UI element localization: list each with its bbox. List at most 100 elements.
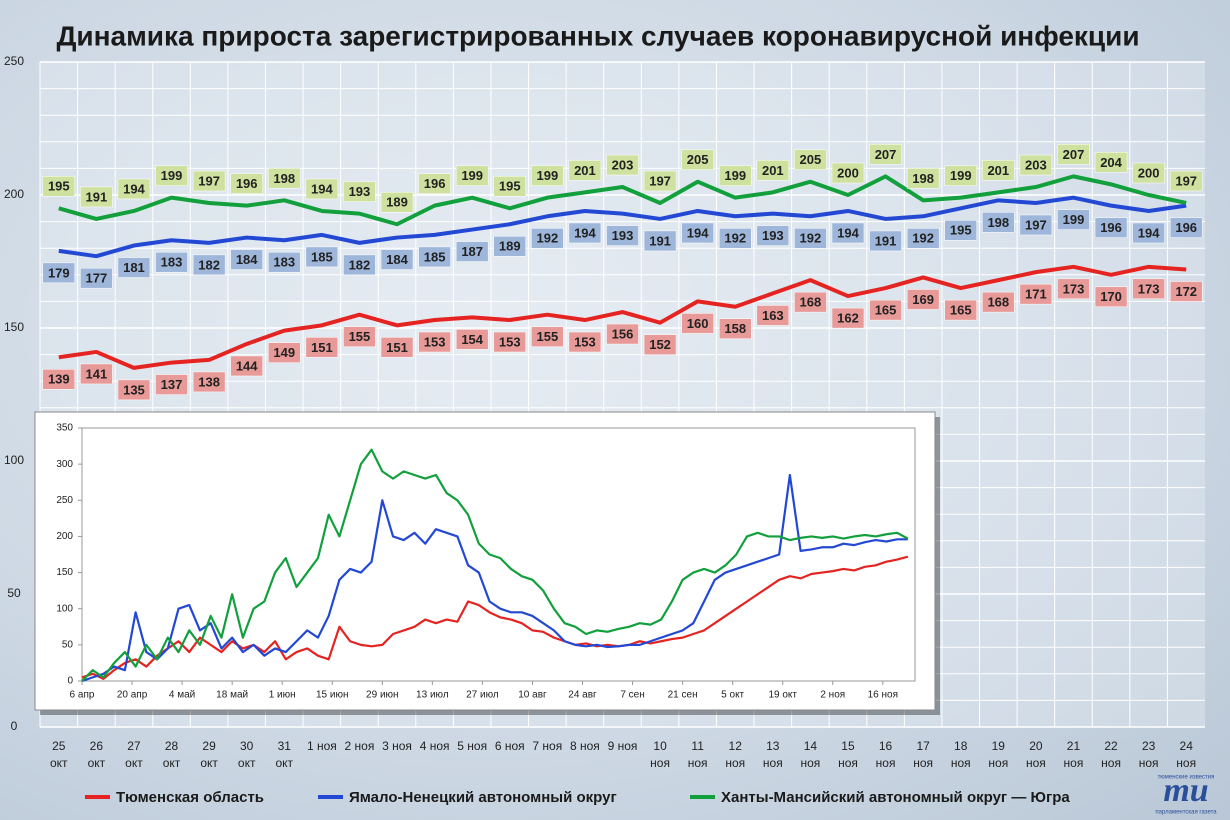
value-label: 203 (1025, 157, 1047, 172)
value-label: 194 (123, 181, 145, 196)
x-tick-label: 17 ноя (913, 739, 934, 770)
value-label: 196 (236, 176, 258, 191)
value-label-box (568, 331, 602, 353)
value-label: 194 (687, 225, 709, 240)
value-label: 171 (1025, 287, 1047, 302)
value-label-box (869, 144, 902, 165)
legend-label: Ямало-Ненецкий автономный округ (349, 789, 617, 806)
value-label-box (681, 149, 714, 170)
x-tick-label: 5 ноя (457, 739, 488, 753)
value-label-box (380, 249, 414, 270)
value-label-box (1057, 209, 1090, 230)
value-label-box (944, 299, 977, 321)
value-label: 200 (1138, 165, 1160, 180)
value-label: 163 (762, 308, 784, 323)
x-tick-label: 24 ноя (1176, 739, 1197, 770)
value-label: 194 (1138, 225, 1160, 240)
value-label-box (80, 186, 113, 208)
value-label-box (230, 173, 263, 194)
value-label: 154 (461, 332, 483, 347)
value-label-box (531, 228, 564, 249)
value-label-box (42, 176, 76, 197)
value-label: 200 (837, 165, 859, 180)
inset-x-tick-label: 20 апр (117, 690, 148, 701)
value-label-box (1094, 286, 1128, 308)
value-label: 199 (950, 168, 972, 183)
x-tick-label: 31 окт (275, 739, 294, 770)
inset-y-tick-label: 100 (56, 603, 73, 614)
value-label: 151 (386, 340, 408, 355)
value-label: 152 (649, 337, 671, 352)
value-label-box (305, 178, 339, 200)
value-label-box (906, 228, 940, 249)
value-label: 182 (198, 257, 220, 272)
x-tick-label: 2 ноя (344, 739, 375, 753)
value-label-box (568, 160, 602, 181)
value-label-box (230, 355, 263, 377)
inset-x-tick-label: 21 сен (668, 690, 698, 701)
value-label-box (343, 326, 376, 347)
value-label: 203 (612, 157, 634, 172)
value-label: 207 (1063, 147, 1085, 162)
inset-x-tick-label: 13 июл (416, 690, 449, 701)
value-label-box (794, 149, 827, 170)
value-label: 183 (273, 255, 295, 270)
value-label-box (643, 170, 677, 192)
x-tick-label: 23 ноя (1138, 739, 1159, 770)
value-label: 183 (161, 255, 183, 270)
value-label-box (80, 267, 113, 289)
value-label: 168 (987, 295, 1009, 310)
value-label: 153 (424, 334, 446, 349)
value-label-box (380, 337, 414, 358)
value-label-box (794, 291, 827, 313)
value-label: 173 (1138, 281, 1160, 296)
value-label: 168 (800, 295, 822, 310)
x-tick-label: 19 ноя (988, 739, 1009, 770)
x-tick-label: 27 окт (125, 739, 143, 770)
value-label: 187 (461, 244, 483, 259)
inset-y-tick-label: 200 (56, 531, 73, 542)
value-label: 185 (311, 249, 333, 264)
value-label: 194 (574, 225, 596, 240)
value-label-box (418, 331, 451, 353)
value-label: 197 (1175, 173, 1197, 188)
value-label: 169 (912, 292, 934, 307)
value-label-box (268, 168, 301, 189)
value-label-box (305, 246, 339, 268)
value-label: 151 (311, 340, 333, 355)
inset-y-tick-label: 150 (56, 567, 73, 578)
value-label-box (718, 318, 752, 339)
value-label: 177 (86, 271, 108, 286)
legend-label: Ханты-Мансийский автономный округ — Югра (721, 789, 1070, 806)
series-line (81, 448, 909, 682)
value-label-box (418, 246, 451, 268)
value-label-box (531, 165, 564, 186)
value-label-box (1019, 214, 1053, 236)
value-label-box (606, 225, 639, 246)
value-label-box (343, 181, 376, 202)
value-label-box (1169, 217, 1203, 238)
value-label-box (1169, 281, 1203, 302)
y-tick-label: 100 (4, 453, 24, 467)
inset-x-tick-label: 19 окт (768, 690, 797, 701)
value-label: 181 (123, 260, 145, 275)
value-label: 184 (386, 252, 408, 267)
x-tick-label: 8 ноя (570, 739, 600, 753)
value-label-box (756, 305, 790, 326)
value-label: 153 (574, 334, 596, 349)
value-label-box (831, 307, 865, 329)
value-label: 197 (1025, 217, 1047, 232)
value-label-box (606, 154, 639, 176)
value-label-box (1169, 170, 1203, 192)
value-label: 195 (48, 179, 70, 194)
x-tick-label: 7 ноя (532, 739, 563, 753)
value-label: 191 (875, 233, 897, 248)
value-label: 197 (649, 173, 671, 188)
value-label: 199 (461, 168, 483, 183)
value-label: 198 (273, 171, 295, 186)
inset-x-tick-label: 5 окт (721, 690, 744, 701)
x-tick-label: 4 ноя (419, 739, 450, 753)
value-label: 165 (875, 303, 897, 318)
value-label: 156 (612, 326, 634, 341)
inset-x-tick-label: 15 июн (316, 690, 349, 701)
